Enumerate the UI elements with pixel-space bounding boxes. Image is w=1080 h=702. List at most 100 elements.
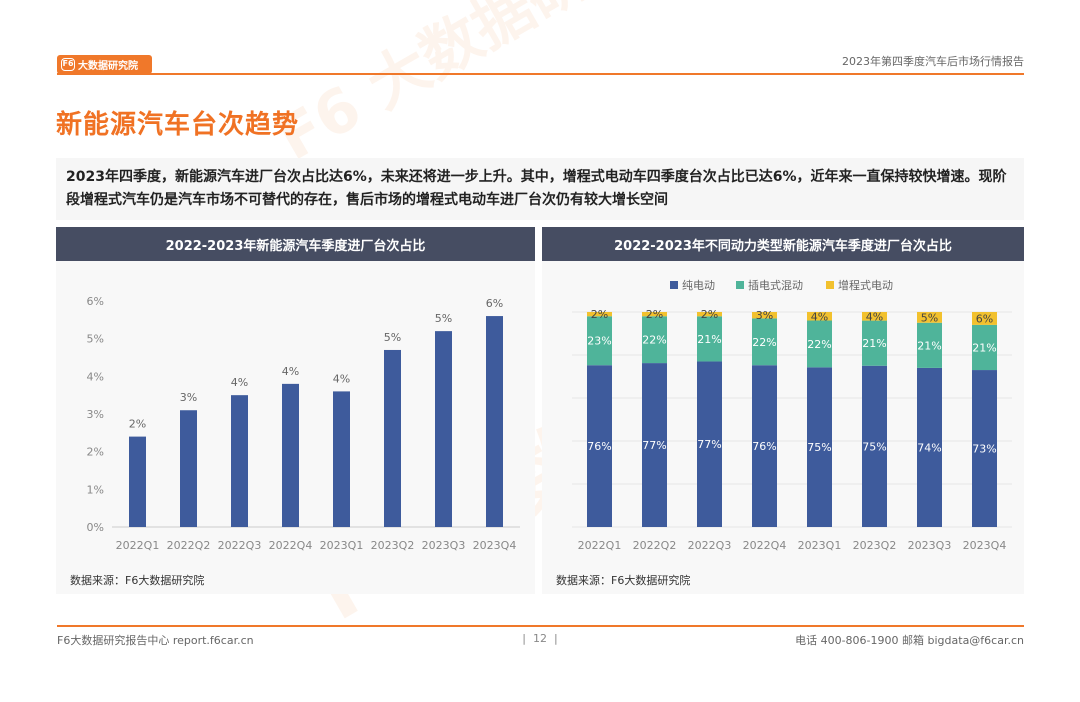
summary-text: 2023年四季度，新能源汽车进厂台次占比达6%，未来还将进一步上升。其中，增程式… (56, 158, 1024, 220)
footer-contact: 电话 400-806-1900 邮箱 bigdata@f6car.cn (795, 634, 1024, 647)
right-chart-source: 数据来源：F6大数据研究院 (556, 574, 691, 587)
right-stacked-bar-chart: 纯电动 插电式混动 增程式电动 76% 23% 2% 2022Q1 77% 22% 2% 2022Q… (572, 278, 1012, 552)
bar-2023Q1 (333, 391, 350, 527)
x-tick-label: 2023Q3 (908, 539, 952, 552)
x-tick-label: 2023Q4 (473, 539, 517, 552)
segment-增程式电动-2022Q1 (587, 312, 612, 317)
segment-增程式电动-2022Q2 (642, 312, 667, 317)
segment-纯电动-2023Q1 (807, 367, 832, 527)
bar-2022Q3 (231, 395, 248, 527)
segment-纯电动-2022Q4 (752, 365, 777, 527)
segment-插电式混动-2023Q1 (807, 320, 832, 368)
segment-data-label: 4% (866, 310, 883, 323)
segment-插电式混动-2022Q3 (697, 316, 722, 362)
segment-增程式电动-2023Q2 (862, 312, 887, 321)
segment-data-label: 77% (642, 439, 666, 452)
left-chart-title: 2022-2023年新能源汽车季度进厂台次占比 (56, 227, 535, 261)
segment-纯电动-2023Q2 (862, 365, 887, 527)
segment-增程式电动-2023Q1 (807, 312, 832, 321)
segment-data-label: 4% (811, 310, 828, 323)
bar-data-label: 3% (180, 391, 197, 404)
x-tick-label: 2022Q1 (116, 539, 160, 552)
segment-data-label: 75% (862, 440, 886, 453)
segment-data-label: 2% (646, 308, 663, 321)
brand-logo: F6 大数据研究院 (57, 55, 152, 74)
segment-data-label: 21% (972, 341, 996, 354)
bar-data-label: 4% (282, 365, 299, 378)
segment-data-label: 76% (752, 440, 776, 453)
segment-data-label: 77% (697, 438, 721, 451)
segment-增程式电动-2022Q4 (752, 312, 777, 319)
logo-mark-icon: F6 (61, 58, 75, 71)
y-tick-label: 3% (87, 408, 104, 421)
bar-data-label: 4% (231, 376, 248, 389)
segment-纯电动-2022Q2 (642, 363, 667, 527)
segment-data-label: 22% (752, 336, 776, 349)
page-number: | 12 | (522, 632, 558, 645)
watermark-logo: F6 大数据研究院 (266, 0, 703, 175)
segment-增程式电动-2022Q3 (697, 312, 722, 317)
left-chart-panel: 2022-2023年新能源汽车季度进厂台次占比 0% 1% 2% 3% 4% 5% 6% 2%… (56, 227, 535, 594)
segment-插电式混动-2023Q3 (917, 322, 942, 368)
segment-data-label: 5% (921, 311, 938, 324)
x-tick-label: 2023Q2 (853, 539, 897, 552)
legend-label: 纯电动 (682, 279, 715, 292)
segment-data-label: 74% (917, 441, 941, 454)
segment-data-label: 73% (972, 443, 996, 456)
segment-data-label: 22% (807, 338, 831, 351)
segment-插电式混动-2023Q4 (972, 324, 997, 371)
report-title: 2023年第四季度汽车后市场行情报告 (842, 55, 1024, 68)
x-tick-label: 2022Q4 (743, 539, 787, 552)
segment-data-label: 76% (587, 440, 611, 453)
segment-增程式电动-2023Q4 (972, 312, 997, 325)
segment-纯电动-2022Q3 (697, 361, 722, 527)
bar-2023Q4 (486, 316, 503, 527)
segment-data-label: 21% (917, 339, 941, 352)
segment-data-label: 3% (756, 309, 773, 322)
footer-divider (57, 625, 1024, 627)
segment-data-label: 75% (807, 441, 831, 454)
x-tick-label: 2022Q1 (578, 539, 622, 552)
x-tick-label: 2023Q4 (963, 539, 1007, 552)
x-tick-label: 2022Q3 (688, 539, 732, 552)
segment-插电式混动-2022Q2 (642, 316, 667, 364)
segment-data-label: 23% (587, 335, 611, 348)
segment-data-label: 2% (701, 308, 718, 321)
legend-swatch (736, 281, 744, 289)
segment-data-label: 21% (697, 333, 721, 346)
x-tick-label: 2023Q1 (320, 539, 364, 552)
page-title: 新能源汽车台次趋势 (56, 110, 300, 140)
y-tick-label: 5% (87, 333, 104, 346)
left-chart-source: 数据来源：F6大数据研究院 (70, 574, 205, 587)
segment-纯电动-2023Q4 (972, 370, 997, 527)
bar-2022Q2 (180, 410, 197, 527)
y-tick-label: 2% (87, 446, 104, 459)
x-tick-label: 2023Q1 (798, 539, 842, 552)
footer-website: F6大数据研究报告中心 report.f6car.cn (57, 634, 254, 647)
x-tick-label: 2023Q3 (422, 539, 466, 552)
legend-swatch (670, 281, 678, 289)
y-tick-label: 4% (87, 370, 104, 383)
header-divider (57, 73, 1024, 75)
page-number-value: 12 (533, 632, 547, 645)
left-bar-chart: 0% 1% 2% 3% 4% 5% 6% 2% 2022Q1 3% 2022Q2 4% 2022Q3 4%… (87, 295, 520, 552)
segment-纯电动-2022Q1 (587, 365, 612, 527)
y-tick-label: 6% (87, 295, 104, 308)
x-tick-label: 2022Q2 (167, 539, 211, 552)
y-tick-label: 0% (87, 521, 104, 534)
right-chart-title: 2022-2023年不同动力类型新能源汽车季度进厂台次占比 (542, 227, 1024, 261)
x-tick-label: 2022Q2 (633, 539, 677, 552)
segment-插电式混动-2022Q4 (752, 318, 777, 366)
x-tick-label: 2022Q4 (269, 539, 313, 552)
x-tick-label: 2023Q2 (371, 539, 415, 552)
bar-2022Q4 (282, 383, 299, 527)
segment-插电式混动-2023Q2 (862, 320, 887, 366)
x-tick-label: 2022Q3 (218, 539, 262, 552)
bar-2022Q1 (129, 436, 146, 527)
legend-swatch (826, 281, 834, 289)
logo-text: 大数据研究院 (78, 61, 138, 72)
bar-2023Q3 (435, 331, 452, 527)
segment-data-label: 2% (591, 308, 608, 321)
legend-label: 增程式电动 (838, 278, 893, 292)
segment-data-label: 22% (642, 334, 666, 347)
